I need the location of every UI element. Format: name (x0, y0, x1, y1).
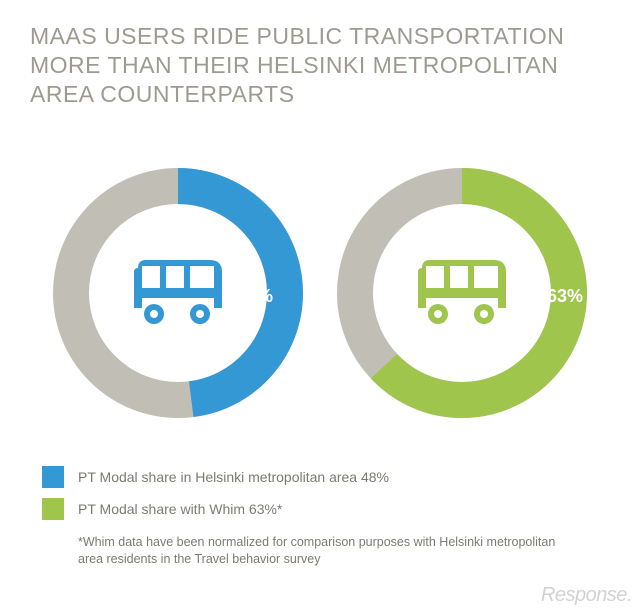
legend-text: PT Modal share with Whim 63%* (78, 501, 282, 517)
donut-right: 63% (337, 168, 587, 418)
bus-icon (128, 258, 228, 328)
donut-right-percent: 63% (547, 286, 583, 307)
watermark: Response. (541, 584, 632, 607)
legend-swatch (42, 498, 64, 520)
bus-icon (412, 258, 512, 328)
legend: PT Modal share in Helsinki metropolitan … (42, 466, 640, 520)
donut-left-percent: 48% (237, 286, 273, 307)
page-title: MAAS USERS RIDE PUBLIC TRANSPORTATION MO… (0, 0, 640, 108)
footnote: *Whim data have been normalized for comp… (78, 534, 558, 568)
donut-left: 48% (53, 168, 303, 418)
legend-text: PT Modal share in Helsinki metropolitan … (78, 469, 389, 485)
legend-item: PT Modal share in Helsinki metropolitan … (42, 466, 640, 488)
legend-swatch (42, 466, 64, 488)
legend-item: PT Modal share with Whim 63%* (42, 498, 640, 520)
charts-row: 48% 63% (0, 168, 640, 418)
